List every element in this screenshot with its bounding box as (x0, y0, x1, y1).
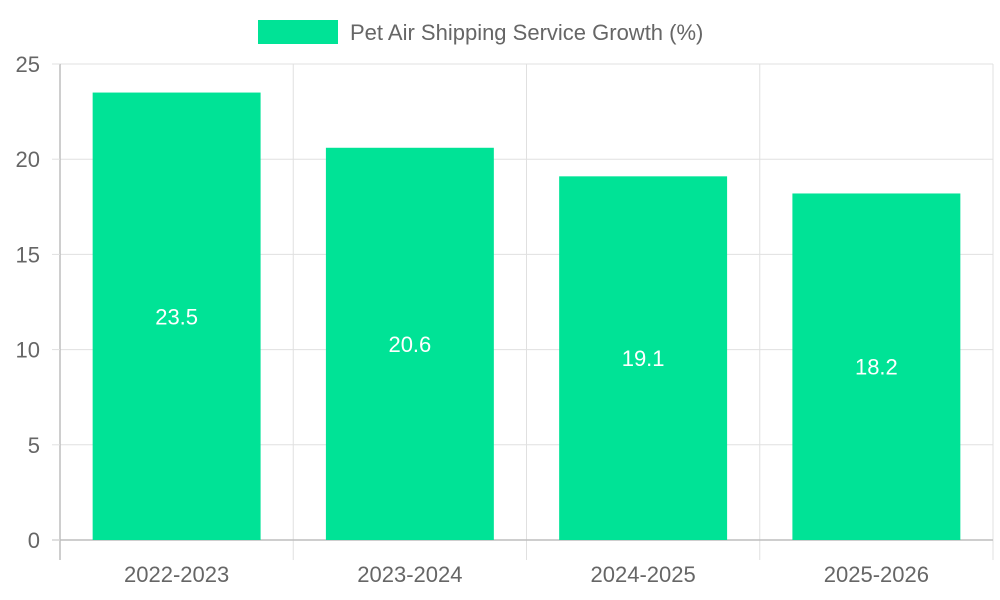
x-tick-label: 2025-2026 (824, 562, 929, 587)
x-axis-ticks: 2022-2023 2023-2024 2024-2025 2025-2026 (124, 562, 929, 587)
y-tick-label: 0 (28, 528, 40, 553)
y-tick-label: 25 (16, 52, 40, 77)
bars (92, 92, 961, 541)
bar-2025-2026[interactable] (792, 193, 961, 541)
data-label: 19.1 (622, 346, 665, 371)
x-tick-label: 2024-2025 (591, 562, 696, 587)
y-tick-label: 10 (16, 338, 40, 363)
bar-2023-2024[interactable] (325, 147, 494, 540)
x-tick-label: 2023-2024 (357, 562, 462, 587)
bar-2024-2025[interactable] (559, 176, 728, 540)
data-label: 18.2 (855, 355, 898, 380)
data-labels: 23.5 20.6 19.1 18.2 (155, 304, 898, 379)
legend-label: Pet Air Shipping Service Growth (%) (350, 20, 703, 45)
data-label: 23.5 (155, 304, 198, 329)
y-axis-ticks: 0 5 10 15 20 25 (16, 52, 60, 553)
bar-2022-2023[interactable] (92, 92, 261, 540)
legend[interactable]: Pet Air Shipping Service Growth (%) (258, 20, 703, 45)
y-tick-label: 20 (16, 147, 40, 172)
x-tick-label: 2022-2023 (124, 562, 229, 587)
y-tick-label: 5 (28, 433, 40, 458)
y-tick-label: 15 (16, 242, 40, 267)
legend-swatch (258, 20, 338, 44)
data-label: 20.6 (388, 332, 431, 357)
